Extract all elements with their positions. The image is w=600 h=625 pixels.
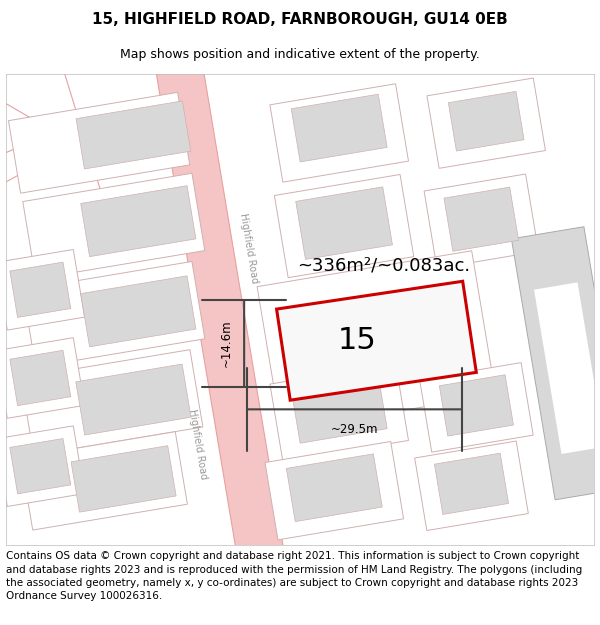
Polygon shape xyxy=(80,186,196,257)
Polygon shape xyxy=(20,432,187,530)
Text: Contains OS data © Crown copyright and database right 2021. This information is : Contains OS data © Crown copyright and d… xyxy=(6,551,582,601)
Polygon shape xyxy=(291,94,387,162)
Polygon shape xyxy=(318,312,415,389)
Text: ~29.5m: ~29.5m xyxy=(331,423,378,436)
Polygon shape xyxy=(291,376,387,443)
Text: Highfield Road: Highfield Road xyxy=(238,213,260,284)
Text: 15, HIGHFIELD ROAD, FARNBOROUGH, GU14 0EB: 15, HIGHFIELD ROAD, FARNBOROUGH, GU14 0E… xyxy=(92,12,508,27)
Polygon shape xyxy=(76,364,191,435)
Polygon shape xyxy=(434,453,509,514)
Polygon shape xyxy=(444,187,518,251)
Polygon shape xyxy=(23,261,205,367)
Polygon shape xyxy=(270,363,409,461)
Text: Map shows position and indicative extent of the property.: Map shows position and indicative extent… xyxy=(120,48,480,61)
Polygon shape xyxy=(76,101,191,169)
Polygon shape xyxy=(257,251,496,431)
Text: Highfield Road: Highfield Road xyxy=(187,409,209,481)
Polygon shape xyxy=(277,281,476,400)
Polygon shape xyxy=(23,173,205,279)
Polygon shape xyxy=(21,349,203,455)
Polygon shape xyxy=(71,446,176,512)
Text: ~336m²/~0.083ac.: ~336m²/~0.083ac. xyxy=(297,256,470,274)
Polygon shape xyxy=(270,84,409,182)
Polygon shape xyxy=(0,426,85,506)
Polygon shape xyxy=(265,441,404,540)
Polygon shape xyxy=(511,227,600,500)
Polygon shape xyxy=(0,249,85,330)
Polygon shape xyxy=(439,375,514,436)
Polygon shape xyxy=(415,441,529,531)
Polygon shape xyxy=(427,78,545,168)
Polygon shape xyxy=(0,338,85,418)
Text: ~14.6m: ~14.6m xyxy=(220,320,232,368)
Polygon shape xyxy=(296,187,392,259)
Polygon shape xyxy=(424,174,539,268)
Polygon shape xyxy=(419,362,533,452)
Polygon shape xyxy=(10,351,71,406)
Polygon shape xyxy=(8,92,190,193)
Polygon shape xyxy=(274,174,414,278)
Polygon shape xyxy=(534,282,600,454)
Polygon shape xyxy=(80,276,196,347)
Polygon shape xyxy=(10,262,71,318)
Polygon shape xyxy=(10,439,71,494)
Text: 15: 15 xyxy=(337,326,376,355)
Polygon shape xyxy=(286,454,382,522)
Polygon shape xyxy=(148,16,292,603)
Polygon shape xyxy=(448,91,524,151)
